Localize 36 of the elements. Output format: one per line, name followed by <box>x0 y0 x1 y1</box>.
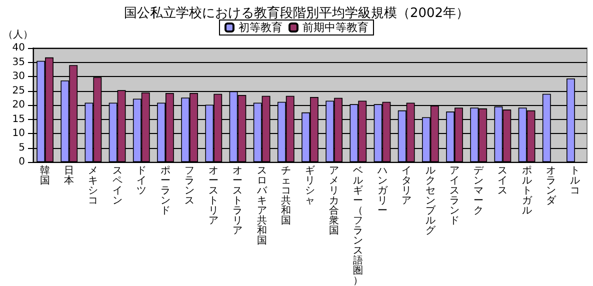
x-tick-label: アイスランド <box>450 166 460 226</box>
x-tick-label: ハンガリー <box>376 166 388 216</box>
x-tick-label: ポーランド <box>160 166 170 216</box>
y-tick-label: 20 <box>12 100 25 110</box>
x-tick-label: 韓国 <box>40 164 50 186</box>
y-tick-label: 40 <box>12 42 25 54</box>
x-tick-label: アメリカ合衆国 <box>329 166 340 236</box>
legend-label: 前期中等教育 <box>302 21 368 34</box>
y-tick-label: 30 <box>12 71 25 82</box>
x-tick-label: スロバキア共和国 <box>256 166 268 246</box>
x-tick-label: 日本 <box>64 166 74 186</box>
x-tick-label: ドイツ <box>136 166 146 196</box>
x-tick-label: ルクセンブルグ <box>425 166 436 236</box>
x-tick-label: スイス <box>498 166 508 196</box>
x-tick-label: デンマーク <box>474 166 485 216</box>
legend-label: 初等教育 <box>238 21 282 34</box>
y-tick-label: 25 <box>12 85 25 96</box>
y-tick-label: 0 <box>18 156 25 168</box>
x-tick-label: オーストリア <box>208 166 219 226</box>
category-label: ベルギー（フランス語圏） <box>353 166 364 286</box>
chart-title: 国公私立学校における教育段階別平均学級規模（2002年） <box>124 5 470 21</box>
x-tick-label: ギリシャ <box>305 164 315 206</box>
y-tick-label: 35 <box>12 56 25 68</box>
x-tick-label: イタリア <box>401 166 412 206</box>
x-tick-label: トルコ <box>570 166 580 196</box>
x-tick-label: スペイン <box>112 166 122 206</box>
x-tick-label: オーストラリア <box>232 166 243 236</box>
x-tick-label: メキシコ <box>88 166 98 206</box>
y-tick-label: 5 <box>18 142 25 154</box>
x-tick-label: ポルトガル <box>522 166 533 216</box>
x-tick-label: フランス <box>184 166 195 206</box>
x-tick-label: チェコ共和国 <box>280 166 291 226</box>
y-tick-label: 15 <box>12 114 25 125</box>
x-tick-label: オランダ <box>546 166 557 206</box>
y-tick-label: 10 <box>12 128 25 139</box>
y-axis-title: （人） <box>3 30 33 40</box>
